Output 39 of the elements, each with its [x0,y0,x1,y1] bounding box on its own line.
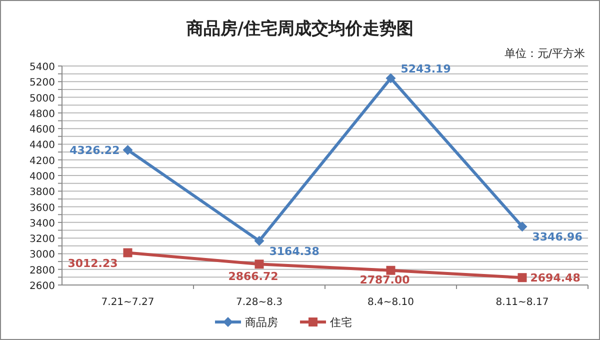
data-label: 4326.22 [70,144,120,157]
y-tick-label: 4000 [30,172,55,182]
y-tick-label: 4600 [30,124,55,136]
x-tick-label: 8.11~8.17 [496,297,549,308]
y-tick-label: 3600 [30,202,55,214]
y-tick-label: 3800 [30,187,55,198]
y-tick-label: 3000 [30,250,55,261]
y-tick-label: 2600 [30,281,55,292]
y-tick-label: 5200 [30,78,55,89]
y-tick-label: 4800 [30,108,55,120]
chart-title: 商品房/住宅周成交均价走势图 [185,19,414,39]
data-label: 3012.23 [68,256,118,270]
y-tick-label: 5400 [30,62,55,73]
data-label: 3346.96 [532,230,583,244]
y-tick-label: 2800 [30,265,55,276]
data-label: 2787.00 [360,273,410,286]
x-tick-label: 7.28~8.3 [236,297,283,308]
point [254,236,264,246]
data-label: 2694.48 [530,272,580,285]
chart-subtitle: 单位：元/平方米 [504,47,585,60]
point [386,266,396,275]
point [122,144,133,155]
y-tick-label: 4400 [30,140,55,152]
point [517,222,528,232]
point [518,273,527,282]
y-tick-label: 3200 [30,234,55,246]
legend-label: 商品房 [245,316,278,329]
y-tick-label: 5000 [30,93,55,104]
point [123,248,132,258]
x-tick-label: 7.21~7.27 [101,297,154,308]
point [386,73,396,84]
y-tick-label: 3400 [30,218,55,230]
y-tick-label: 4200 [30,156,55,167]
data-label: 2866.72 [228,270,278,284]
legend-label: 住宅 [330,316,352,329]
x-tick-label: 8.4~8.10 [367,297,414,308]
data-label: 3164.38 [269,244,320,258]
point [254,260,264,269]
data-label: 5243.19 [400,62,451,76]
